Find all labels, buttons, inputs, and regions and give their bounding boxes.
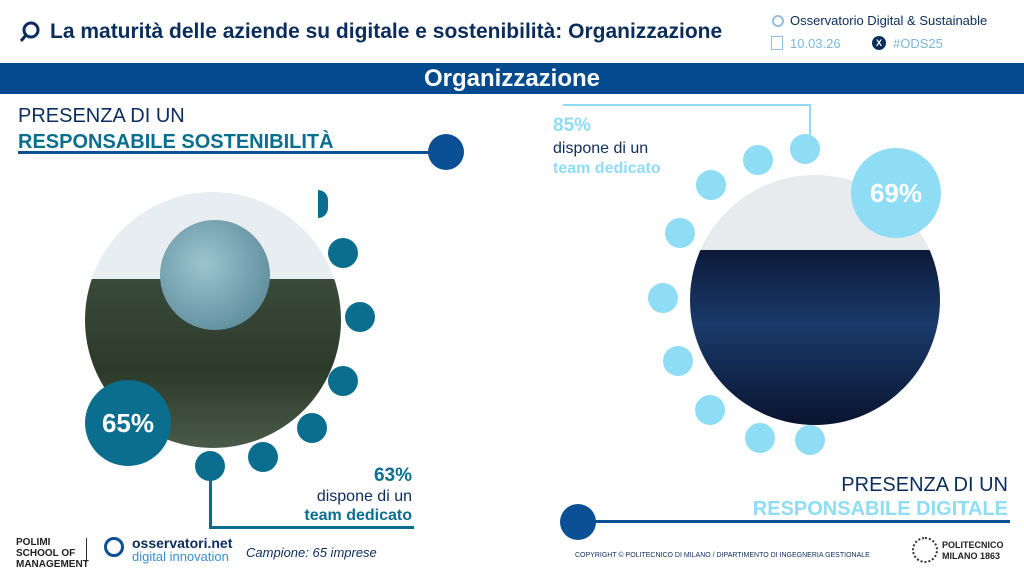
decor-dot [795,425,825,455]
left-team-line1: dispone di un [316,488,412,505]
page-title: La maturità delle aziende su digitale e … [50,20,723,43]
osservatori-logo-icon [104,537,124,557]
left-divider [18,151,438,154]
calendar-icon [771,36,783,50]
osservatori-line2: digital innovation [132,549,229,564]
x-icon: X [872,36,886,50]
decor-dot [328,238,358,268]
decor-dot [745,423,775,453]
right-heading-1: PRESENZA DI UN [841,474,1008,496]
left-team-line2: team dedicato [304,507,412,524]
polimi-logo: POLIMI SCHOOL OF MANAGEMENT [16,537,89,570]
decor-dot [248,442,278,472]
section-title: Organizzazione [0,63,1024,94]
date: 10.03.26 [790,36,841,51]
left-connector-h [209,526,414,529]
decor-dot [743,145,773,175]
left-heading-2: RESPONSABILE SOSTENIBILITÀ [18,131,334,153]
right-team-line2: team dedicato [553,160,661,177]
osservatori-line1: osservatori.net [132,535,233,551]
footer-divider [86,538,87,562]
right-connector-h [563,104,811,106]
copyright: COPYRIGHT © POLITECNICO DI MILANO / DIPA… [575,552,870,559]
right-team-line1: dispone di un [553,140,649,157]
left-connector [209,466,212,528]
decor-dot [695,395,725,425]
right-main-percent: 69% [851,148,941,238]
decor-dot [328,366,358,396]
decor-dot [648,283,678,313]
decor-dot [345,302,375,332]
politecnico-logo: POLITECNICO MILANO 1863 [942,540,1004,561]
right-heading-2: RESPONSABILE DIGITALE [752,498,1008,520]
right-divider [578,520,1010,523]
left-dot [428,134,464,170]
left-main-percent: 65% [85,380,171,466]
right-dot [560,504,596,540]
left-heading-1: PRESENZA DI UN [18,105,185,127]
decor-dot [318,190,328,218]
observatory-icon [772,15,784,27]
right-connector [809,104,811,160]
sample-size: Campione: 65 imprese [246,545,377,560]
decor-dot [665,218,695,248]
politecnico-seal-icon [912,537,938,563]
decor-dot [297,413,327,443]
right-team-percent: 85% [553,115,592,136]
left-team-percent: 63% [373,465,412,486]
hashtag: #ODS25 [893,36,943,51]
decor-dot [790,134,820,164]
magnifier-icon [19,21,40,42]
decor-dot [663,346,693,376]
decor-dot [696,170,726,200]
observatory-name: Osservatorio Digital & Sustainable [790,13,988,28]
